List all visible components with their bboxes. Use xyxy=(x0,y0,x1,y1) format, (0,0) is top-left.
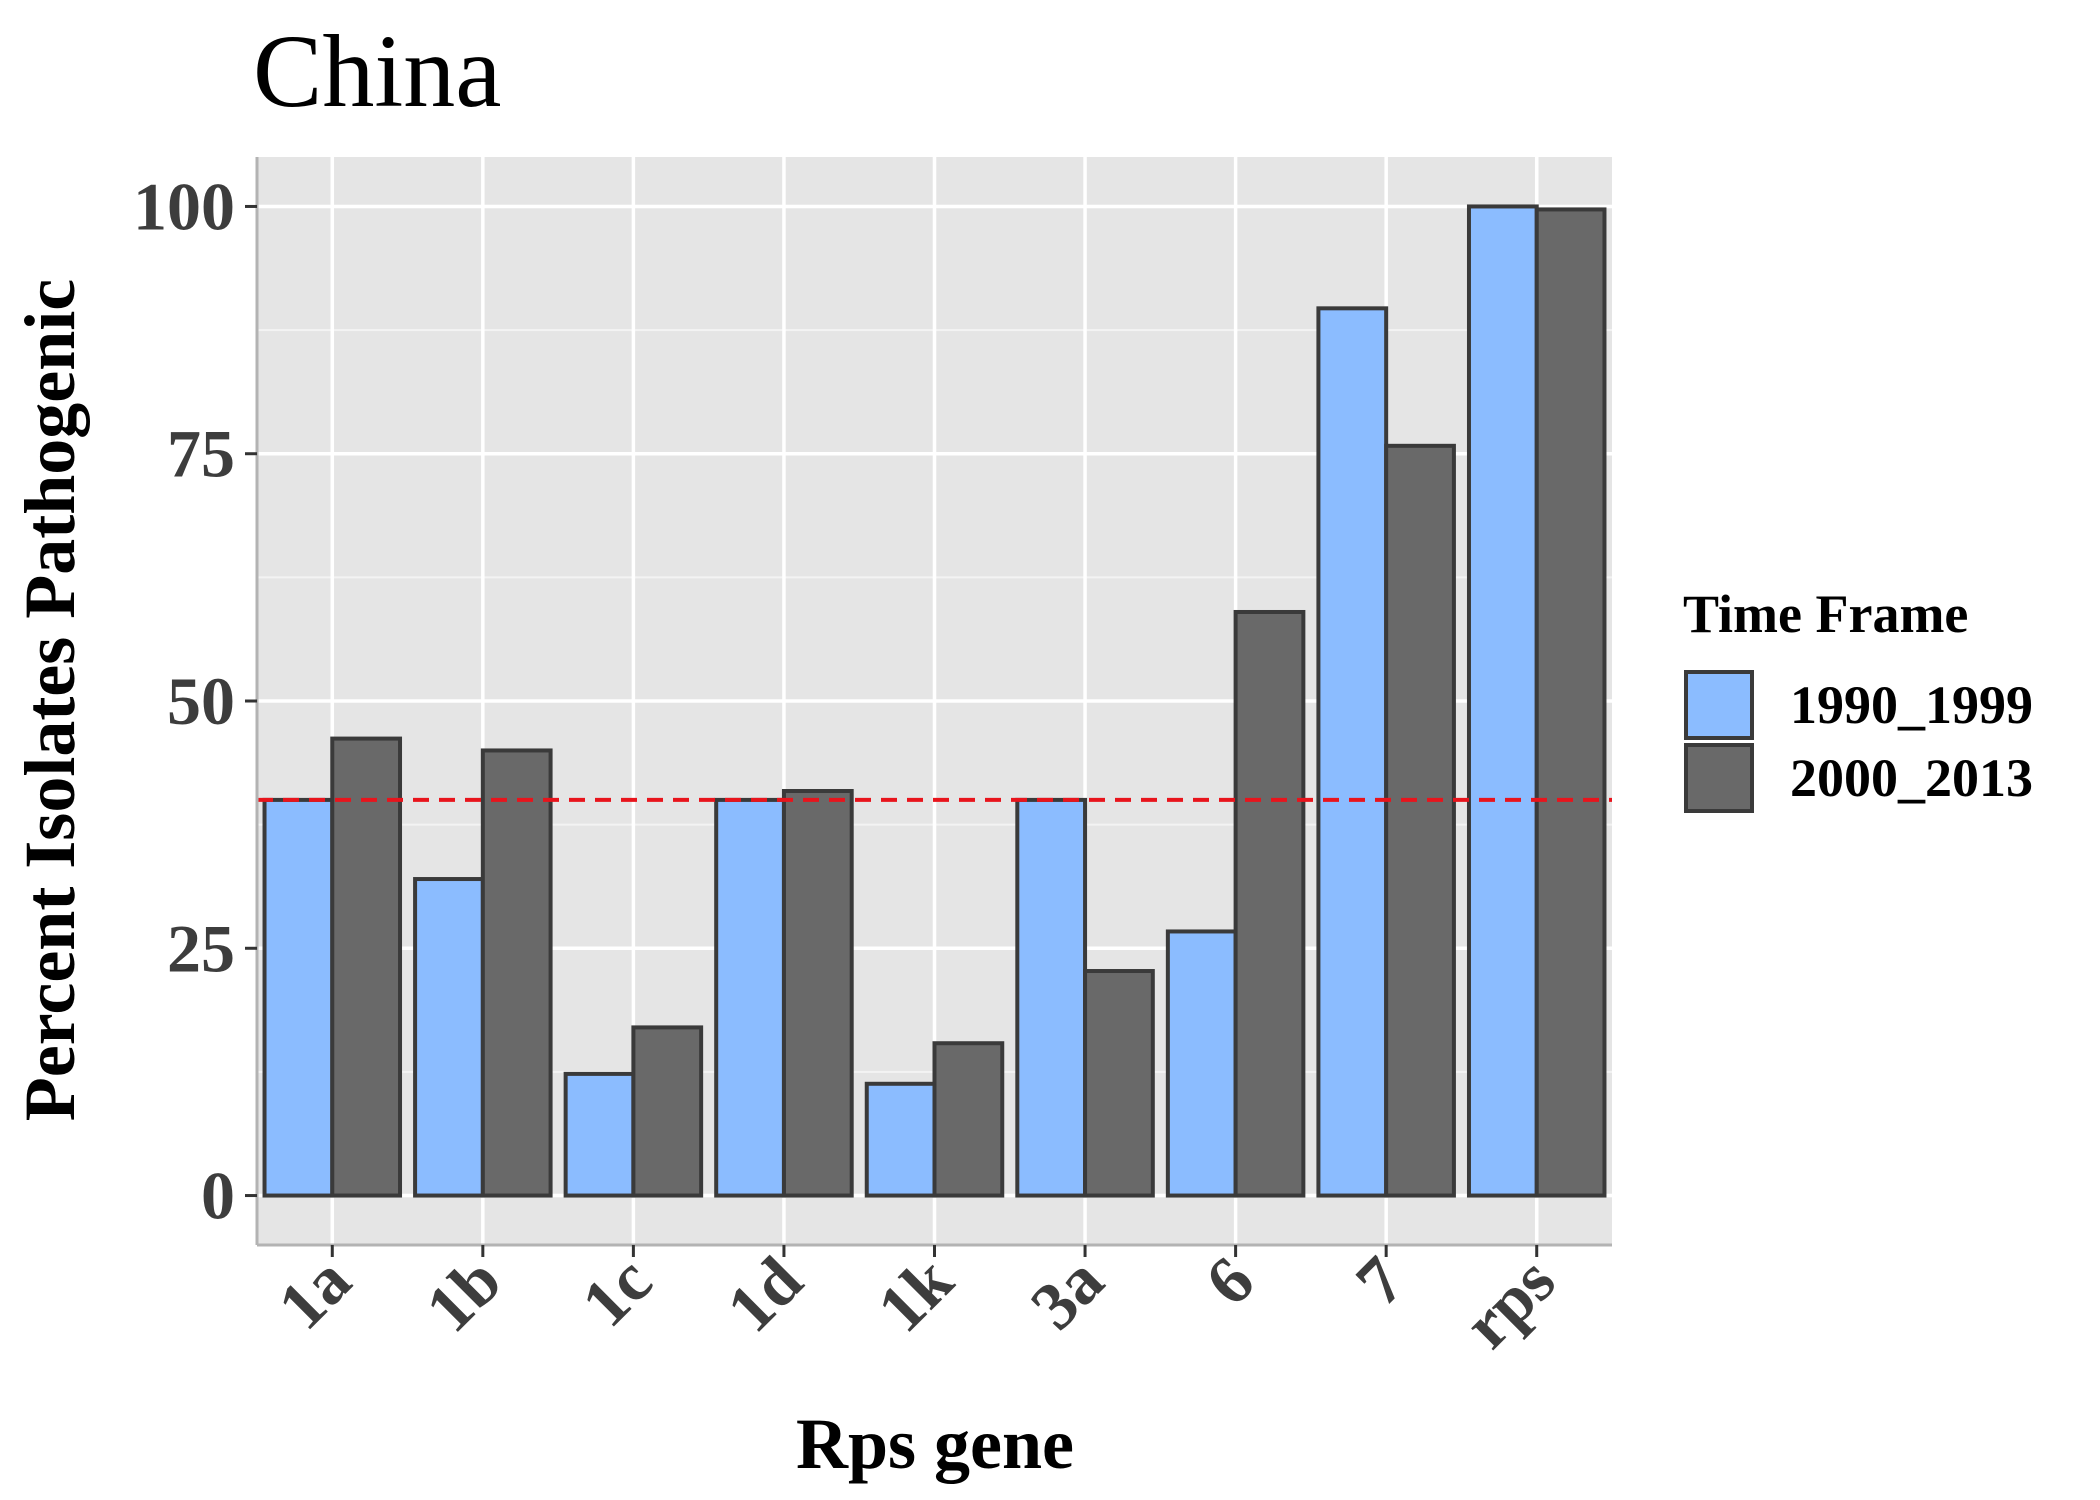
x-tick-label: 1a xyxy=(263,1242,365,1344)
bar-2000_2013-1b xyxy=(480,748,553,1198)
bar-1990_1999-7 xyxy=(1316,306,1389,1198)
x-tick-labels: 1a 1b 1c 1d 1k 3a 6 7 rps xyxy=(263,1242,1569,1363)
plot-panel xyxy=(257,157,1612,1245)
bar-1990_1999-1d xyxy=(714,797,786,1198)
bar-2000_2013-1d xyxy=(781,789,854,1198)
bar-2000_2013-1a xyxy=(330,736,403,1198)
x-tick-label: 1d xyxy=(712,1242,817,1347)
x-tick-label: 7 xyxy=(1341,1242,1419,1320)
bar-1990_1999-6 xyxy=(1165,929,1238,1198)
x-tick-label: 1b xyxy=(411,1242,516,1347)
bar-2000_2013-7 xyxy=(1384,443,1456,1198)
legend-label-2000_2013: 2000_2013 xyxy=(1790,748,2033,808)
y-tick-labels: 0 25 50 75 100 xyxy=(133,168,235,1233)
bar-1990_1999-1c xyxy=(563,1071,636,1198)
bar-2000_2013-1k xyxy=(932,1041,1005,1198)
legend-items: 1990_1999 2000_2013 xyxy=(1684,670,2033,813)
bar-2000_2013-3a xyxy=(1083,969,1155,1198)
x-tick-label: 1c xyxy=(567,1242,666,1341)
x-tick-label: 3a xyxy=(1016,1242,1118,1344)
y-tick-label: 100 xyxy=(133,168,235,244)
bar-1990_1999-1k xyxy=(864,1081,937,1198)
bar-1990_1999-3a xyxy=(1015,797,1088,1198)
bar-1990_1999-1a xyxy=(262,797,335,1198)
chart-title: China xyxy=(253,14,501,129)
bar-1990_1999-rps xyxy=(1466,204,1539,1198)
bar-2000_2013-rps xyxy=(1534,207,1607,1198)
legend-key-2000_2013 xyxy=(1684,743,1754,813)
x-tick-label: 6 xyxy=(1190,1242,1268,1320)
legend-key-1990_1999 xyxy=(1684,670,1754,740)
x-axis-title: Rps gene xyxy=(796,1404,1074,1484)
bar-1990_1999-1b xyxy=(413,877,485,1198)
bar-2000_2013-1c xyxy=(631,1025,704,1198)
legend-title: Time Frame xyxy=(1683,584,1968,644)
y-axis-title: Percent Isolates Pathogenic xyxy=(10,279,90,1121)
axes xyxy=(245,157,1612,1257)
bars xyxy=(262,204,1607,1198)
legend-label-1990_1999: 1990_1999 xyxy=(1790,675,2033,735)
x-tick-label: 1k xyxy=(863,1242,968,1347)
y-tick-label: 50 xyxy=(167,663,235,739)
y-tick-label: 25 xyxy=(167,910,235,986)
y-tick-label: 75 xyxy=(167,416,235,492)
y-tick-label: 0 xyxy=(201,1158,235,1234)
bar-2000_2013-6 xyxy=(1233,609,1306,1198)
x-tick-label: rps xyxy=(1449,1242,1570,1363)
legend: Time Frame 1990_1999 2000_2013 xyxy=(1683,584,2033,813)
